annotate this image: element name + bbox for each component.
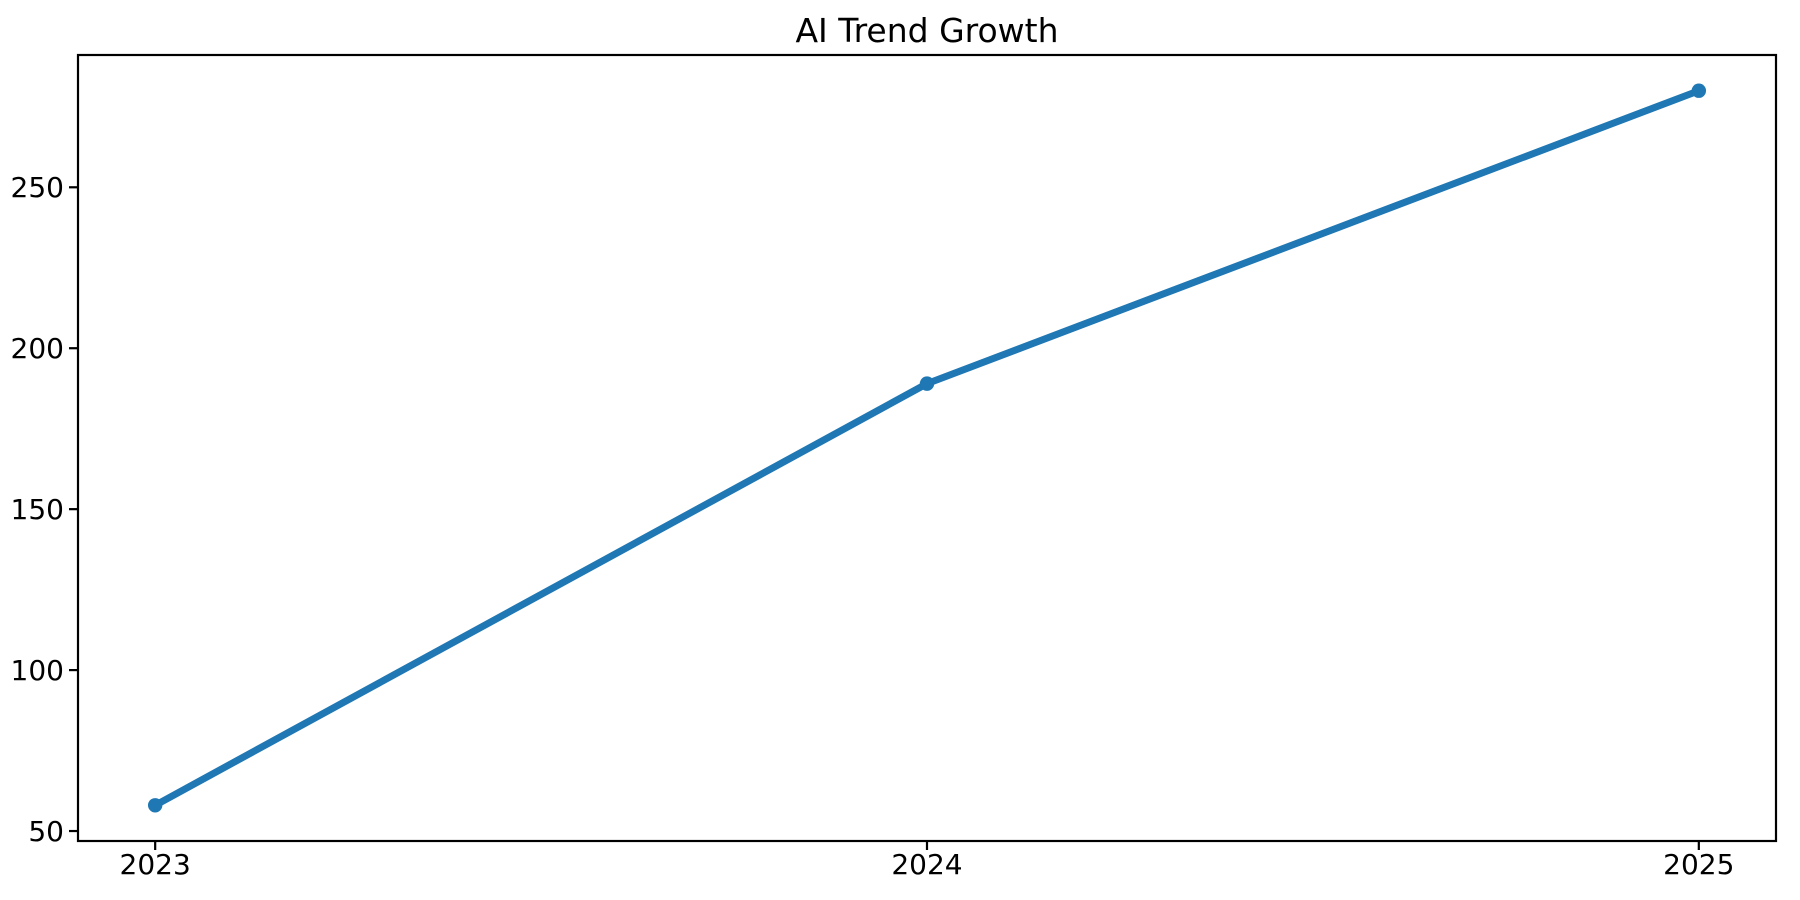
y-tick-label: 50: [28, 815, 64, 848]
data-point-marker: [147, 798, 163, 813]
x-tick-label: 2024: [891, 848, 962, 881]
y-tick-label: 250: [11, 171, 64, 204]
chart-title: AI Trend Growth: [795, 11, 1058, 50]
trend-line: [151, 87, 1703, 809]
y-tick-label: 150: [11, 493, 64, 526]
x-tick-label: 2025: [1663, 848, 1734, 881]
axes-frame: [76, 53, 1778, 843]
data-point-marker: [1691, 83, 1707, 98]
y-tick-label: 200: [11, 332, 64, 365]
x-tick-label: 2023: [120, 848, 191, 881]
y-tick-label: 100: [11, 654, 64, 687]
data-point-marker: [919, 376, 935, 391]
